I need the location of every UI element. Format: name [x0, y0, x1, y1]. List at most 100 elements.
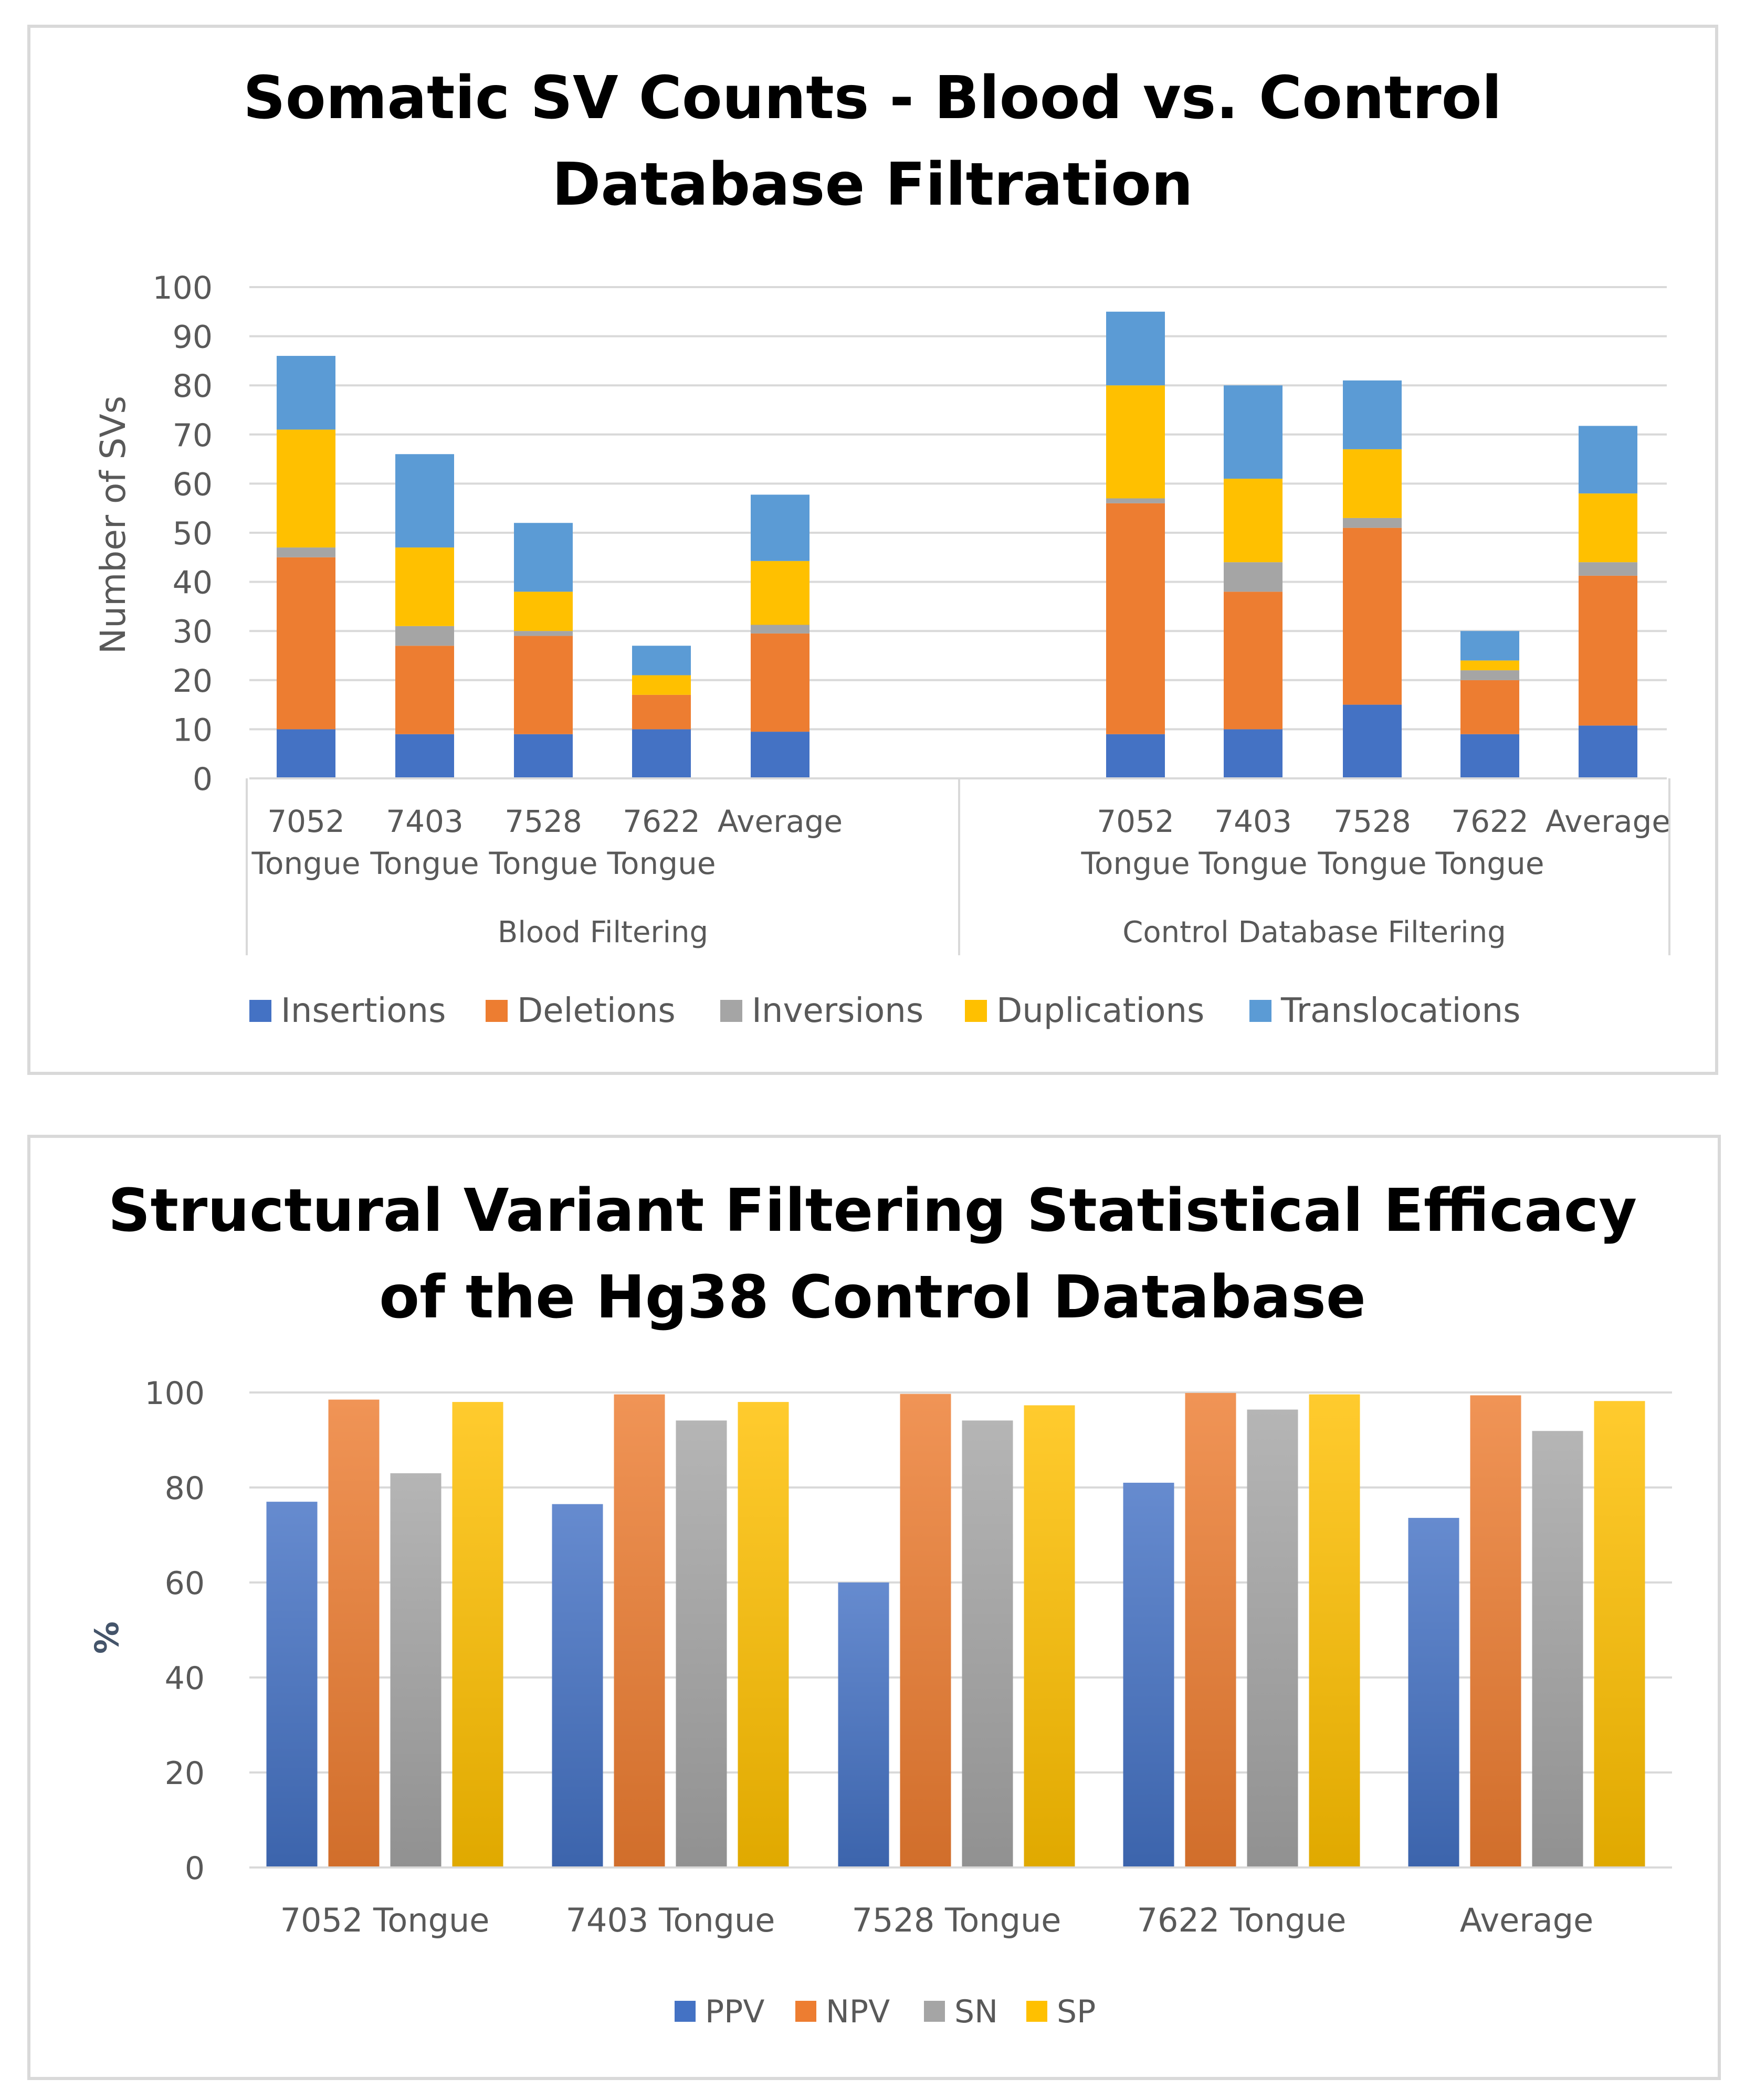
- bar-npv: [900, 1394, 951, 1867]
- chart1-y-tick-label: 90: [173, 319, 213, 356]
- bar-sn: [1247, 1409, 1298, 1867]
- chart1-category-label: 7403: [1214, 804, 1292, 839]
- chart2-category-label: Average: [1460, 1901, 1594, 1939]
- bar-segment-insertions: [395, 734, 454, 778]
- chart1-y-tick-label: 70: [173, 417, 213, 454]
- chart1-category-label: 7052: [1097, 804, 1174, 839]
- bar-segment-insertions: [1224, 729, 1283, 778]
- legend-label-inversions: Inversions: [752, 991, 923, 1030]
- chart1-category-label: Tongue: [1435, 846, 1544, 881]
- bar-segment-insertions: [514, 734, 573, 778]
- bar-segment-inversions: [1343, 518, 1402, 528]
- chart2-category-label: 7528 Tongue: [852, 1901, 1061, 1939]
- chart2-category-label: 7403 Tongue: [566, 1901, 775, 1939]
- bar-ppv: [552, 1504, 603, 1867]
- bar-sn: [390, 1473, 441, 1867]
- statistical-efficacy-chart: Structural Variant Filtering Statistical…: [27, 1135, 1721, 2080]
- chart1-title-line2: Database Filtration: [552, 151, 1193, 219]
- chart1-y-tick-label: 80: [173, 368, 213, 405]
- bar-sn: [1532, 1431, 1583, 1867]
- bar-segment-deletions: [751, 633, 810, 732]
- bar-sp: [738, 1402, 789, 1867]
- chart1-category-label: 7403: [386, 804, 464, 839]
- bar-sn: [962, 1420, 1013, 1867]
- chart2-y-tick-label: 60: [165, 1565, 205, 1602]
- bar-segment-translocations: [1579, 426, 1637, 494]
- bar-segment-translocations: [514, 523, 573, 592]
- bar-segment-duplications: [277, 429, 335, 548]
- bar-segment-insertions: [1343, 704, 1402, 778]
- legend-swatch-insertions: [249, 1000, 271, 1022]
- bar-segment-deletions: [277, 557, 335, 730]
- bar-npv: [1185, 1392, 1236, 1867]
- chart2-y-tick-label: 0: [185, 1850, 205, 1887]
- chart1-category-axis: 7052 Tongue 7403 Tongue 7528 Tongue 7622 Tongue…: [246, 777, 1670, 955]
- bar-segment-insertions: [632, 729, 691, 778]
- legend-label-insertions: Insertions: [281, 991, 446, 1030]
- bar-segment-deletions: [1579, 575, 1637, 726]
- bar-npv: [1470, 1395, 1521, 1867]
- chart1-y-tick-label: 40: [173, 565, 213, 601]
- chart1-category-label: 7052: [267, 804, 345, 839]
- legend-label-npv: NPV: [826, 1993, 890, 2030]
- bar-npv: [328, 1399, 380, 1867]
- bar-segment-deletions: [395, 646, 454, 734]
- bar-segment-duplications: [632, 675, 691, 695]
- bar-segment-insertions: [751, 732, 810, 778]
- chart1-category-label: 7622: [623, 804, 700, 839]
- bar-ppv: [1123, 1482, 1174, 1867]
- bar-ppv: [838, 1582, 889, 1867]
- chart1-bars: [277, 311, 1637, 778]
- legend-label-sn: SN: [954, 1993, 998, 2030]
- bar-segment-inversions: [277, 547, 335, 557]
- legend-label-ppv: PPV: [705, 1993, 764, 2030]
- chart2-y-tick-labels: 0 20 40 60 80 100: [144, 1375, 205, 1887]
- legend-swatch-ppv: [675, 2001, 696, 2022]
- legend-swatch-deletions: [486, 1000, 508, 1022]
- chart1-y-tick-label: 30: [173, 614, 213, 650]
- chart2-y-tick-label: 20: [165, 1755, 205, 1792]
- chart1-group-label: Blood Filtering: [498, 915, 708, 949]
- bar-segment-duplications: [514, 592, 573, 631]
- chart2-title-line1: Structural Variant Filtering Statistical…: [108, 1177, 1637, 1245]
- bar-segment-inversions: [1106, 498, 1165, 503]
- chart1-legend: Insertions Deletions Inversions Duplication…: [249, 991, 1520, 1030]
- bar-ppv: [1408, 1517, 1459, 1867]
- bar-sp: [1309, 1394, 1360, 1867]
- bar-segment-deletions: [514, 636, 573, 734]
- bar-segment-insertions: [1460, 734, 1519, 778]
- bar-segment-deletions: [1106, 503, 1165, 734]
- chart1-category-label: Tongue: [251, 846, 360, 881]
- bar-sp: [1594, 1401, 1645, 1867]
- bar-segment-duplications: [1343, 449, 1402, 518]
- bar-segment-insertions: [1106, 734, 1165, 778]
- bar-segment-translocations: [751, 494, 810, 561]
- bar-segment-translocations: [632, 646, 691, 676]
- bar-segment-translocations: [277, 356, 335, 430]
- legend-label-duplications: Duplications: [996, 991, 1204, 1030]
- bar-sn: [676, 1420, 727, 1867]
- chart1-category-label: 7528: [1333, 804, 1411, 839]
- bar-segment-translocations: [1106, 311, 1165, 386]
- chart1-category-label: Average: [718, 804, 843, 839]
- bar-segment-translocations: [1460, 631, 1519, 661]
- chart1-category-label: 7622: [1451, 804, 1529, 839]
- chart2-y-tick-label: 80: [165, 1470, 205, 1507]
- legend-swatch-inversions: [720, 1000, 742, 1022]
- chart2-category-axis: 7052 Tongue 7403 Tongue 7528 Tongue 7622 To…: [249, 1866, 1672, 1939]
- chart1-category-label: Tongue: [606, 846, 716, 881]
- bar-segment-inversions: [395, 626, 454, 646]
- legend-swatch-translocations: [1249, 1000, 1271, 1022]
- bar-segment-deletions: [1224, 592, 1283, 730]
- bar-segment-inversions: [514, 631, 573, 636]
- bar-segment-insertions: [277, 729, 335, 778]
- legend-swatch-sp: [1026, 2001, 1047, 2022]
- legend-label-sp: SP: [1057, 1993, 1096, 2030]
- bar-segment-inversions: [751, 625, 810, 634]
- chart1-y-tick-label: 100: [152, 270, 213, 307]
- bar-sp: [452, 1402, 503, 1867]
- chart2-y-axis-label: %: [88, 1621, 126, 1654]
- bar-npv: [614, 1394, 665, 1867]
- chart2-legend: PPV NPV SN SP: [675, 1993, 1096, 2030]
